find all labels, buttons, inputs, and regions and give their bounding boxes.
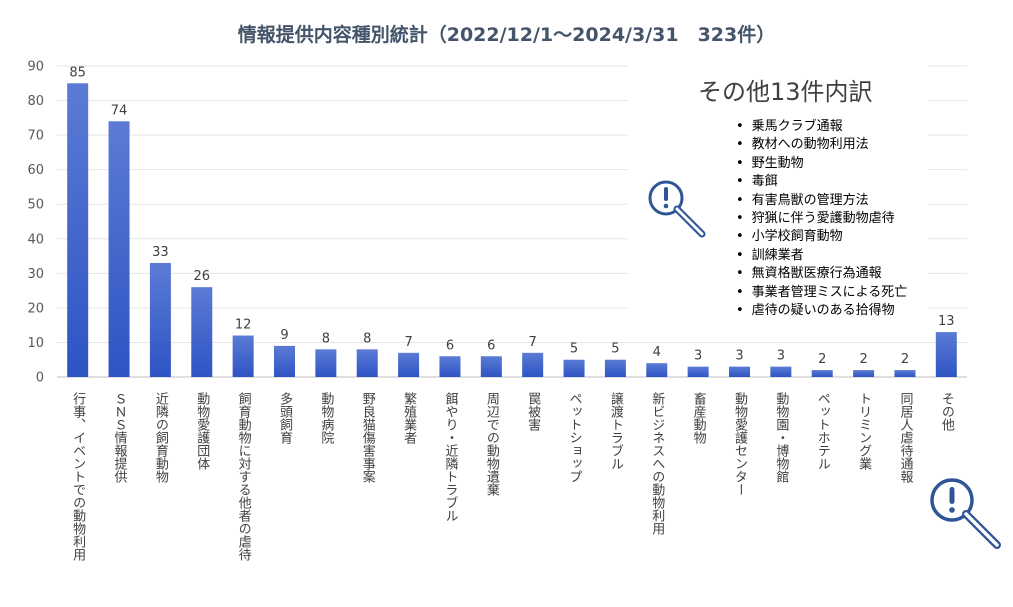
bar (894, 370, 916, 377)
bar (522, 352, 544, 377)
data-label: 7 (529, 335, 537, 350)
category-label: その他 (939, 392, 955, 432)
bar (687, 366, 709, 377)
category-label: 行事、イベントでの動物利用 (70, 392, 86, 562)
category-label: 動物病院 (318, 392, 334, 444)
breakdown-item: 乗馬クラブ通報 (736, 118, 907, 136)
data-label: 85 (69, 65, 86, 80)
breakdown-item: 野生動物 (736, 155, 907, 173)
category-label: 多頭飼育 (277, 391, 293, 445)
data-label: 8 (322, 331, 330, 346)
y-tick-label: 40 (27, 232, 44, 247)
breakdown-item: 毒餌 (736, 173, 907, 191)
category-label: 新ビジネスへの動物利用 (649, 391, 665, 536)
category-label: 近隣の飼育動物 (153, 392, 169, 484)
other-breakdown-panel: その他13件内訳 乗馬クラブ通報教材への動物利用法野生動物毒餌有害鳥獣の管理方法… (628, 60, 928, 325)
data-label: 2 (901, 352, 909, 367)
bar (191, 287, 213, 377)
bars (67, 83, 957, 378)
y-tick-label: 60 (27, 163, 44, 178)
magnifier-exclamation-icon (648, 180, 706, 238)
category-label: 餌やり・近隣トラブル (442, 392, 458, 522)
category-label: ペットホテル (815, 392, 831, 470)
y-tick-label: 20 (27, 301, 44, 316)
y-tick-label: 70 (27, 129, 44, 144)
bar (811, 370, 833, 377)
bar (480, 356, 502, 377)
y-tick-label: 50 (27, 198, 44, 213)
category-labels: 行事、イベントでの動物利用 ＳＮＳ情報提供 近隣の飼育動物 動物愛護団体 飼育動物に対す… (70, 391, 954, 562)
y-tick-label: 90 (27, 60, 44, 75)
bar (853, 370, 875, 377)
data-label: 7 (404, 335, 412, 350)
data-label: 6 (487, 338, 495, 353)
bar (108, 121, 130, 378)
breakdown-item: 訓練業者 (736, 247, 907, 265)
data-label: 26 (193, 269, 210, 284)
data-label: 3 (694, 349, 702, 364)
data-label: 13 (938, 314, 955, 329)
y-tick-label: 0 (36, 371, 44, 386)
bar (604, 359, 626, 377)
data-label: 9 (280, 328, 288, 343)
category-label: 同居人虐待通報 (897, 392, 913, 483)
data-label: 2 (818, 352, 826, 367)
y-axis-ticks: 0 10 20 30 40 50 60 70 80 90 (27, 60, 44, 386)
breakdown-item: 虐待の疑いのある拾得物 (736, 302, 907, 320)
breakdown-item: 教材への動物利用法 (736, 136, 907, 154)
breakdown-item: 無資格獣医療行為通報 (736, 265, 907, 283)
category-label: 野良猫傷害事案 (360, 392, 376, 483)
data-label: 8 (363, 331, 371, 346)
category-label: 譲渡トラブル (608, 391, 624, 470)
data-label: 6 (446, 338, 454, 353)
bar (770, 366, 792, 377)
category-label: 飼育動物に対する他者の虐待 (236, 392, 252, 561)
bar (439, 356, 461, 377)
category-label: トリミング業 (856, 392, 872, 470)
bar (274, 345, 295, 377)
category-label: 動物愛護団体 (194, 392, 210, 470)
y-tick-label: 30 (27, 267, 44, 282)
category-label: 動物愛護センター (732, 392, 748, 496)
category-label: 周辺での動物遺棄 (484, 392, 500, 496)
breakdown-title: その他13件内訳 (698, 78, 873, 106)
bar (232, 335, 254, 377)
chart-title: 情報提供内容種別統計（2022/12/1～2024/3/31 323件） (237, 24, 776, 46)
breakdown-item: 小学校飼育動物 (736, 228, 907, 246)
breakdown-list: 乗馬クラブ通報教材への動物利用法野生動物毒餌有害鳥獣の管理方法狩猟に伴う愛護動物… (736, 118, 908, 320)
data-label: 4 (653, 345, 661, 360)
y-tick-label: 80 (27, 94, 44, 109)
bar (67, 83, 89, 378)
data-label: 33 (152, 245, 169, 260)
bar (646, 363, 668, 377)
data-label: 74 (111, 103, 128, 118)
data-label: 2 (859, 352, 867, 367)
data-label: 12 (235, 318, 252, 333)
data-label: 3 (735, 349, 743, 364)
magnifier-exclamation-icon (930, 478, 1001, 549)
bar (356, 349, 378, 377)
category-label: 動物園・博物館 (773, 392, 789, 483)
bar (398, 352, 420, 377)
category-label: 繁殖業者 (401, 391, 417, 445)
category-label: 畜産動物 (691, 391, 707, 445)
data-label: 3 (777, 349, 785, 364)
bar (563, 359, 585, 377)
bar (149, 262, 171, 377)
data-label: 5 (611, 342, 619, 357)
breakdown-item: 事業者管理ミスによる死亡 (736, 284, 908, 302)
y-tick-label: 10 (27, 336, 44, 351)
category-label: ペットショップ (567, 392, 583, 483)
bar (935, 332, 957, 377)
bar (729, 366, 750, 377)
category-label: ＳＮＳ情報提供 (112, 392, 128, 483)
data-label: 5 (570, 342, 578, 357)
breakdown-item: 狩猟に伴う愛護動物虐待 (736, 210, 907, 228)
category-label: 罠被害 (525, 392, 541, 432)
bar (315, 349, 337, 377)
breakdown-item: 有害鳥獣の管理方法 (736, 192, 907, 210)
